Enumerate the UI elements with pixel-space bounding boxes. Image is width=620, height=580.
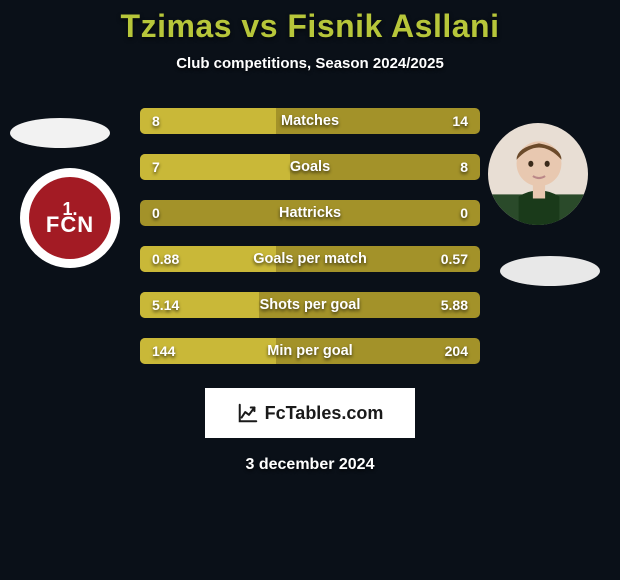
stat-value-left: 8 — [152, 108, 160, 134]
stat-value-left: 0 — [152, 200, 160, 226]
stat-value-right: 5.88 — [441, 292, 468, 318]
chart-icon — [237, 402, 259, 424]
stats-bars: 814Matches78Goals00Hattricks0.880.57Goal… — [140, 108, 480, 364]
stat-bar-left-fill — [140, 108, 276, 134]
stat-value-right: 0 — [460, 200, 468, 226]
subtitle: Club competitions, Season 2024/2025 — [176, 55, 444, 72]
stat-value-right: 0.57 — [441, 246, 468, 272]
stat-row: 144204Min per goal — [140, 338, 480, 364]
stat-value-left: 7 — [152, 154, 160, 180]
stat-row: 5.145.88Shots per goal — [140, 292, 480, 318]
stat-bar-left-fill — [140, 154, 290, 180]
stat-value-right: 14 — [452, 108, 468, 134]
stat-row: 78Goals — [140, 154, 480, 180]
fctables-badge: FcTables.com — [205, 388, 415, 438]
stat-label: Hattricks — [140, 200, 480, 226]
stat-value-left: 0.88 — [152, 246, 179, 272]
stat-value-left: 144 — [152, 338, 175, 364]
stat-row: 0.880.57Goals per match — [140, 246, 480, 272]
stat-row: 814Matches — [140, 108, 480, 134]
fctables-text: FcTables.com — [265, 403, 384, 424]
comparison-title: Tzimas vs Fisnik Asllani — [121, 8, 500, 45]
date: 3 december 2024 — [246, 456, 375, 474]
stat-value-left: 5.14 — [152, 292, 179, 318]
stat-value-right: 8 — [460, 154, 468, 180]
stat-value-right: 204 — [445, 338, 468, 364]
stat-row: 0 0Hattricks — [140, 200, 480, 226]
